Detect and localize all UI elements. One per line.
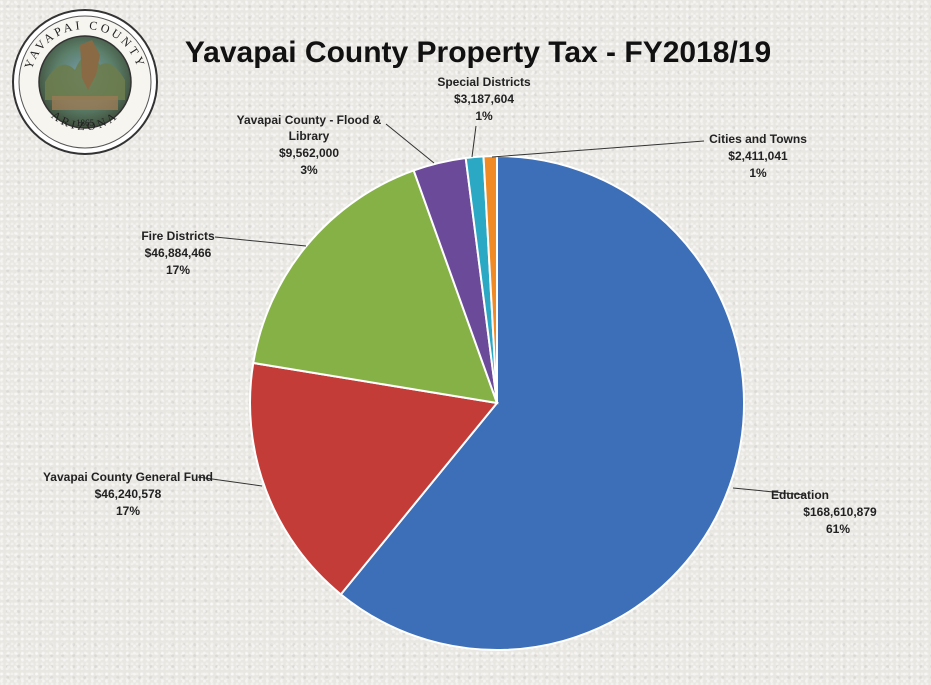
leader-lines (197, 123, 806, 496)
slice-value-label: $46,884,466 (145, 246, 212, 260)
slice-percent-label: 61% (826, 522, 850, 536)
slice-value-label: $9,562,000 (279, 146, 339, 160)
slice-labels: Education $168,610,879 61% Yavapai County G… (43, 75, 877, 536)
leader-line (197, 476, 263, 487)
chart-title: Yavapai County Property Tax - FY2018/19 (185, 36, 771, 69)
slice-percent-label: 17% (166, 263, 190, 277)
slice-label-name: Library (289, 129, 330, 143)
slice-label-name: Fire Districts (141, 229, 215, 243)
slice-percent-label: 3% (300, 163, 318, 177)
leader-line (471, 125, 477, 158)
slice-value-label: $168,610,879 (803, 505, 877, 519)
slice-percent-label: 1% (749, 166, 767, 180)
pie-slice-cities-and-towns (482, 154, 498, 404)
seal-year: 1865 (76, 118, 95, 128)
pie-slice-education (339, 154, 745, 651)
slice-label-name: Yavapai County General Fund (43, 470, 213, 484)
leader-line (491, 140, 705, 158)
slice-percent-label: 17% (116, 504, 140, 518)
slice-value-label: $2,411,041 (728, 149, 788, 163)
leader-line (385, 123, 435, 164)
pie-slice-fire-districts (252, 169, 499, 405)
slice-label-name: Cities and Towns (709, 132, 807, 146)
slice-label-name: Special Districts (437, 75, 531, 89)
leader-line (214, 236, 307, 247)
slice-value-label: $46,240,578 (95, 487, 162, 501)
pie-slice-yavapai-county-general-fund (249, 361, 499, 596)
pie-slices (249, 154, 745, 651)
slice-label-name: Education (771, 488, 829, 502)
slice-label-name: Yavapai County - Flood & (237, 113, 382, 127)
leader-line (732, 487, 806, 496)
slice-percent-label: 1% (475, 109, 493, 123)
county-seal-logo: 1865 YAVAPAI COUNTY ARIZONA (12, 9, 158, 155)
slice-value-label: $3,187,604 (454, 92, 514, 106)
